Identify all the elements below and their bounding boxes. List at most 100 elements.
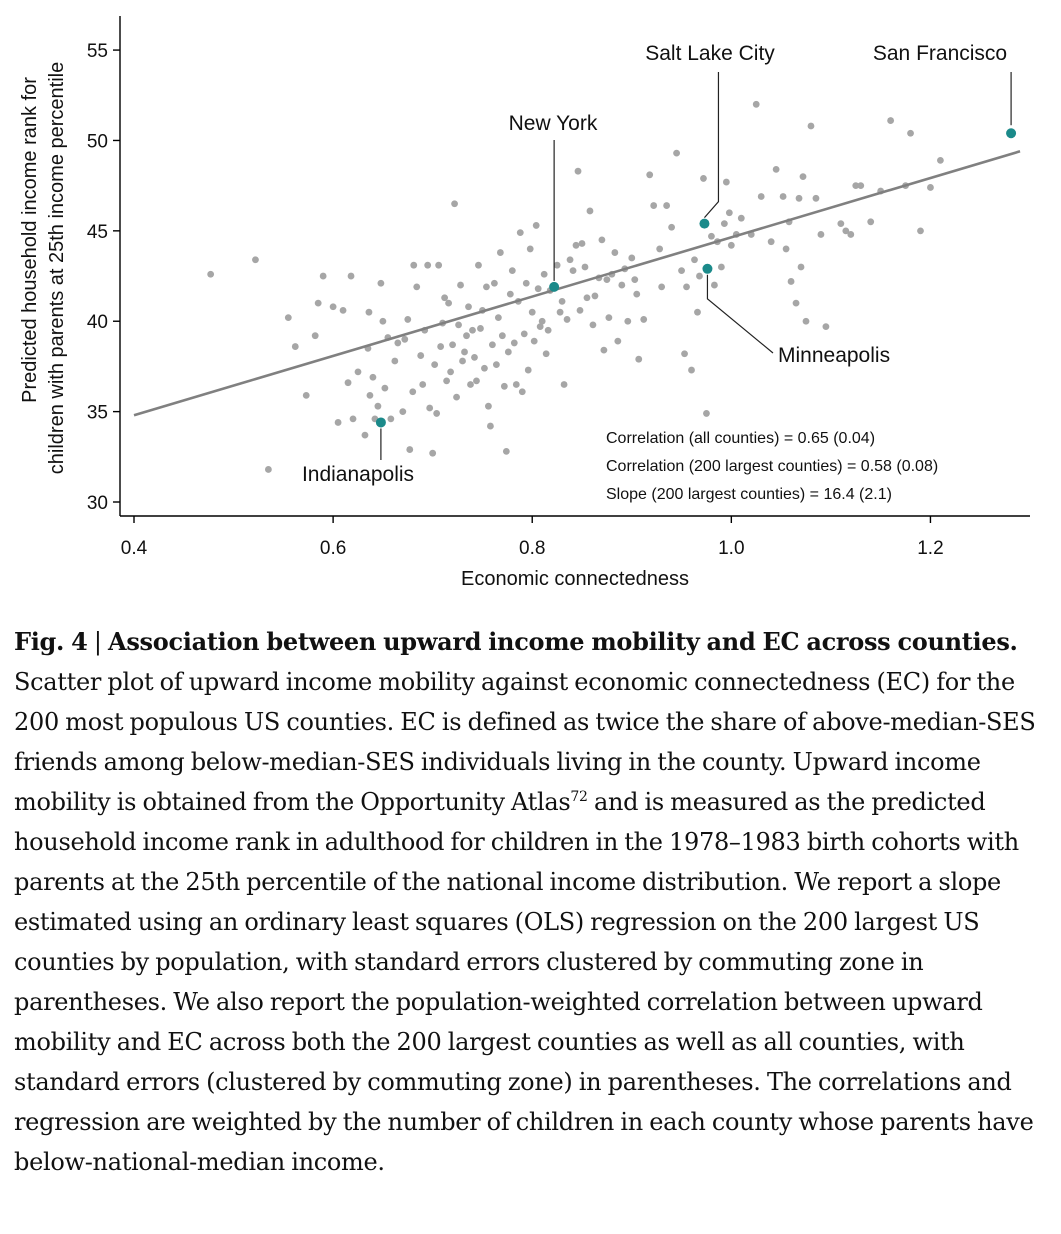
data-point: [354, 368, 362, 376]
data-point: [494, 314, 502, 322]
data-point: [473, 377, 480, 385]
data-point: [583, 294, 591, 302]
data-point: [857, 182, 865, 190]
data-point: [453, 393, 460, 401]
data-point: [586, 207, 594, 215]
data-point: [605, 314, 613, 322]
statistic-line: Slope (200 largest counties) = 16.4 (2.1…: [606, 486, 892, 503]
x-tick-label: 0.4: [121, 538, 148, 559]
data-point: [291, 343, 299, 350]
data-point: [302, 391, 310, 399]
data-point: [691, 256, 698, 264]
data-point: [752, 100, 760, 108]
data-point: [467, 381, 474, 388]
data-point: [524, 366, 532, 374]
data-point: [578, 240, 586, 247]
y-tick-label: 55: [87, 41, 108, 62]
data-point: [522, 279, 530, 287]
data-point: [311, 332, 319, 340]
x-tick-label: 0.8: [519, 538, 545, 559]
data-point: [538, 317, 546, 325]
data-point: [658, 283, 666, 291]
data-point: [614, 337, 622, 345]
data-point: [329, 303, 337, 311]
data-point: [314, 299, 322, 307]
data-point: [563, 316, 571, 323]
data-point: [492, 361, 500, 369]
data-point: [465, 303, 472, 311]
data-point: [366, 391, 374, 399]
data-point: [461, 348, 468, 356]
caption-body-continued: and is measured as the predicted househo…: [14, 788, 1034, 1176]
scatter-points: [207, 100, 944, 473]
data-point: [589, 321, 597, 329]
data-point: [518, 388, 526, 396]
data-point: [536, 323, 544, 331]
data-point: [708, 232, 715, 240]
data-point: [797, 263, 805, 271]
data-point: [611, 249, 619, 256]
data-point: [417, 352, 425, 359]
leader-line: [706, 274, 774, 354]
data-point: [455, 321, 462, 329]
data-point: [628, 254, 636, 262]
data-point: [319, 272, 327, 280]
data-point: [361, 431, 369, 439]
data-point: [447, 368, 454, 376]
y-tick-label: 35: [87, 403, 108, 424]
data-point: [437, 343, 445, 350]
data-point: [779, 193, 787, 200]
highlighted-point: [702, 263, 713, 274]
data-point: [471, 353, 478, 361]
data-point: [807, 122, 815, 130]
data-point: [334, 419, 342, 426]
data-point: [633, 290, 641, 298]
data-point: [429, 449, 437, 457]
data-point: [544, 326, 552, 334]
data-point: [483, 283, 490, 291]
highlighted-point: [375, 417, 386, 428]
data-point: [477, 325, 484, 332]
data-point: [767, 238, 775, 246]
data-point: [498, 332, 506, 340]
data-point: [937, 156, 944, 164]
data-point: [526, 245, 534, 253]
data-point: [558, 297, 566, 305]
data-point: [431, 361, 439, 369]
data-point: [374, 402, 382, 410]
data-point: [837, 220, 845, 228]
statistic-line: Correlation (all counties) = 0.65 (0.04): [606, 430, 875, 447]
figure-title: Association between upward income mobili…: [108, 627, 1018, 656]
leader-line: [704, 72, 720, 219]
data-point: [433, 410, 441, 417]
data-point: [696, 272, 703, 280]
data-point: [426, 404, 434, 412]
data-point: [556, 308, 564, 316]
y-tick-label: 50: [87, 131, 108, 152]
county-label: Indianapolis: [302, 463, 414, 486]
data-point: [694, 308, 701, 316]
data-point: [365, 308, 373, 316]
figure-label: Fig. 4: [14, 627, 88, 656]
highlighted-point: [699, 218, 710, 229]
data-point: [867, 218, 875, 226]
data-point: [792, 299, 800, 307]
data-point: [344, 379, 352, 387]
data-point: [265, 466, 272, 473]
data-point: [404, 316, 412, 323]
data-point: [441, 294, 449, 302]
data-point: [598, 236, 606, 244]
data-point: [782, 245, 790, 253]
data-point: [688, 366, 695, 374]
data-point: [887, 117, 895, 124]
data-point: [646, 171, 654, 179]
data-point: [528, 308, 536, 316]
data-point: [700, 175, 707, 182]
data-point: [576, 306, 584, 314]
data-point: [252, 256, 259, 264]
county-label: Minneapolis: [778, 344, 890, 367]
data-point: [802, 317, 810, 325]
data-point: [516, 229, 524, 237]
data-point: [449, 341, 456, 349]
data-point: [673, 149, 680, 157]
